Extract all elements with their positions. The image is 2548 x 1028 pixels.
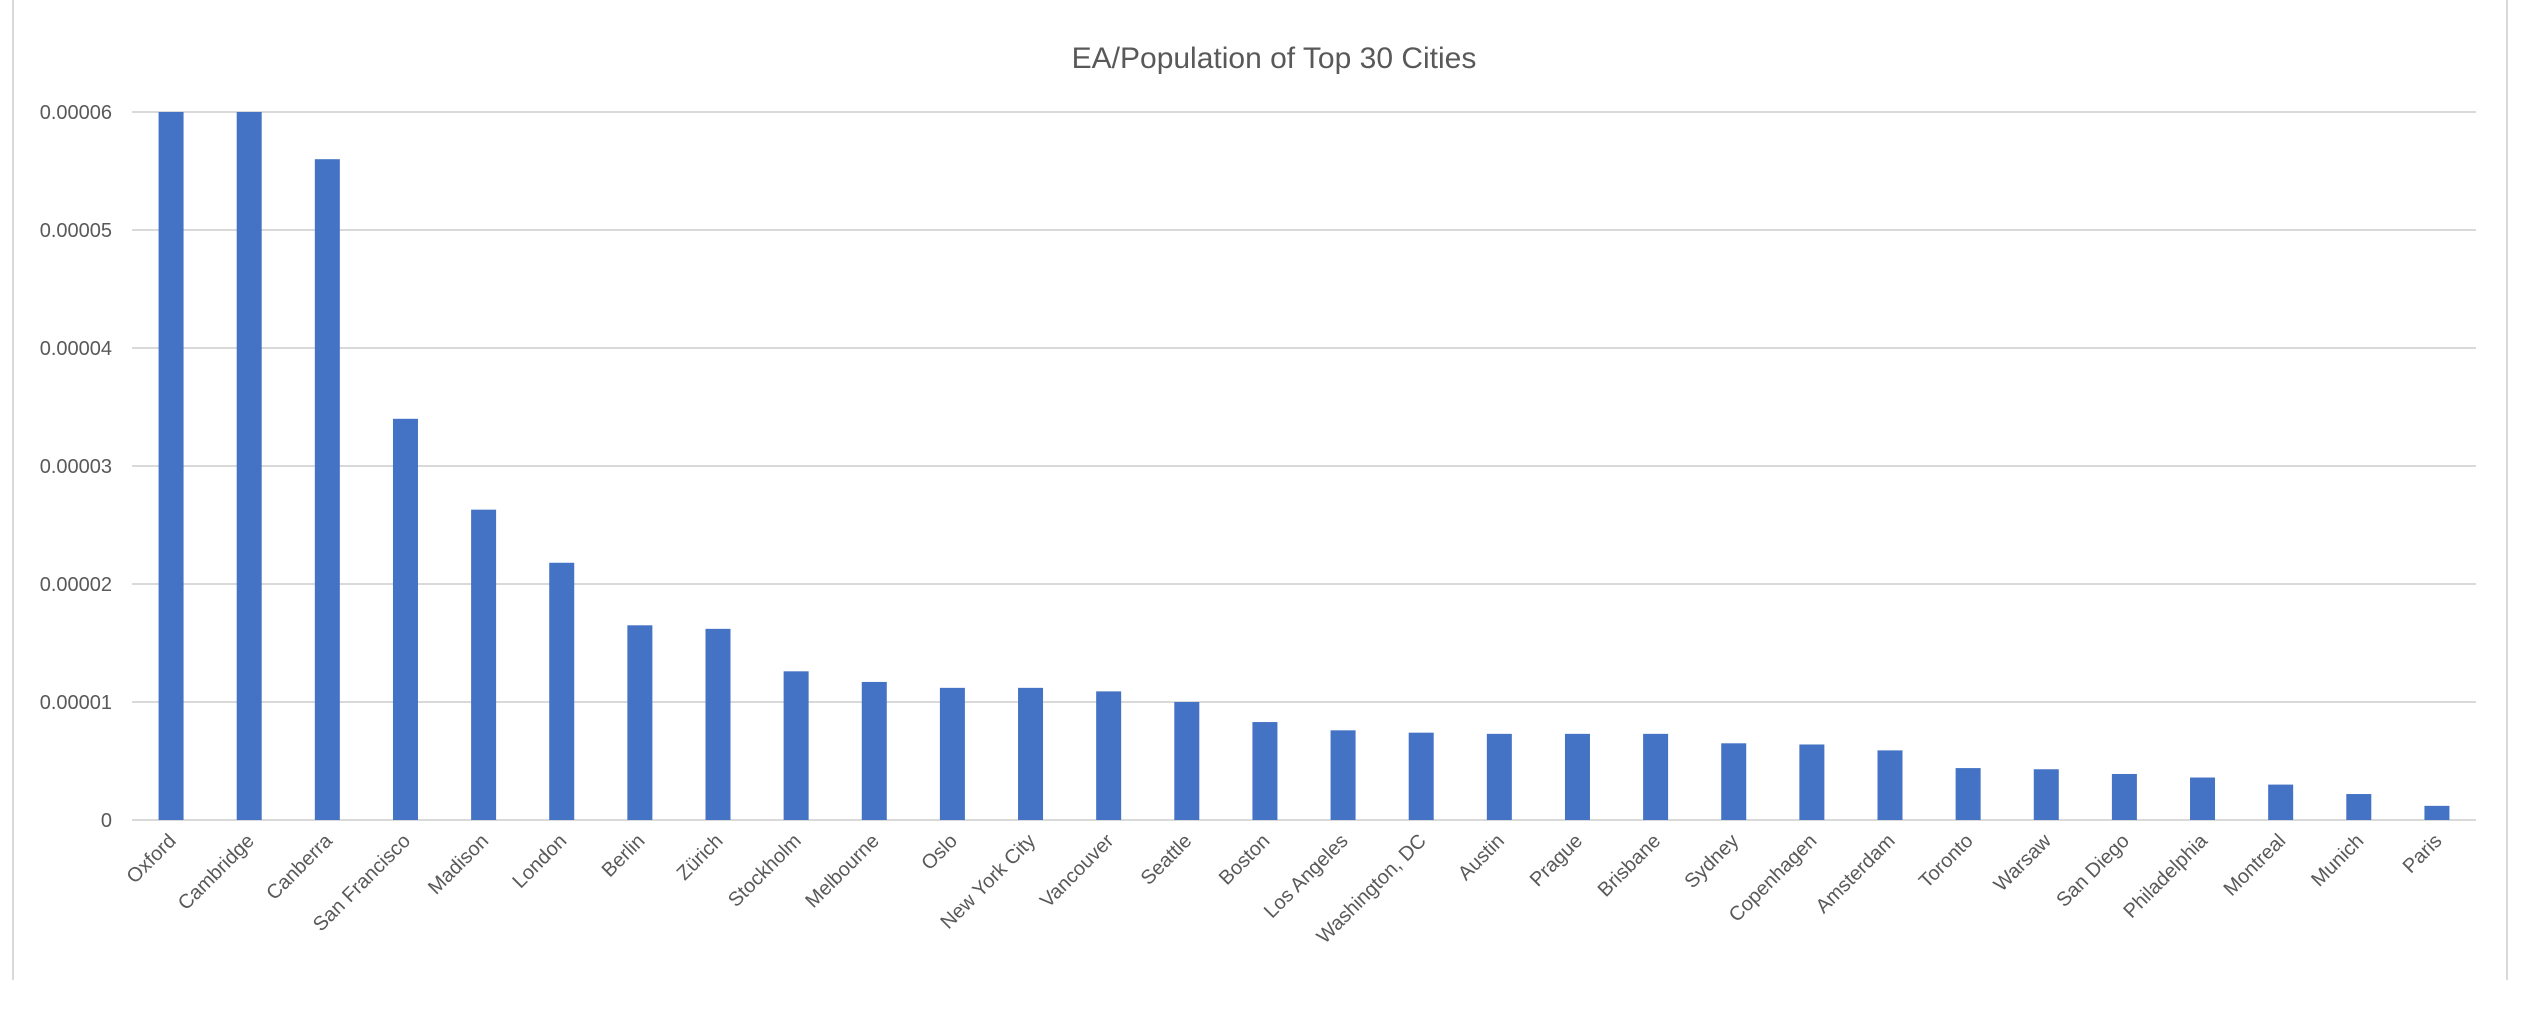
y-tick-label: 0.00001 — [40, 692, 112, 714]
x-tick-label: Toronto — [1915, 830, 1978, 893]
x-tick-label: Paris — [2399, 830, 2447, 878]
bar-cambridge — [236, 112, 262, 820]
bar-san-francisco — [392, 418, 418, 820]
x-tick-label: Berlin — [598, 830, 650, 882]
x-tick-label: Stockholm — [724, 830, 806, 912]
bar-warsaw — [2033, 769, 2059, 820]
bar-new-york-city — [1018, 687, 1044, 820]
y-axis-ticks: 0 0.00001 0.00002 0.00003 0.00004 0.00005 0.00… — [40, 102, 112, 832]
bar-vancouver — [1096, 691, 1122, 820]
x-tick-label: Boston — [1215, 830, 1275, 890]
x-tick-label: Brisbane — [1594, 830, 1665, 901]
x-tick-label: London — [509, 830, 572, 893]
x-tick-label: Oxford — [123, 830, 181, 888]
x-tick-label: Cambridge — [174, 830, 259, 915]
bar-san-diego — [2111, 773, 2137, 820]
x-tick-label: Zürich — [673, 830, 728, 885]
x-tick-label: Sydney — [1681, 830, 1744, 893]
y-tick-label: 0.00002 — [40, 574, 112, 596]
bar-oxford — [158, 112, 184, 820]
chart-title: EA/Population of Top 30 Cities — [1072, 42, 1477, 75]
bar-paris — [2424, 805, 2450, 820]
x-tick-label: Munich — [2307, 830, 2368, 891]
bar-philadelphia — [2190, 777, 2216, 820]
x-tick-label: Warsaw — [1990, 830, 2056, 896]
x-tick-label: Madison — [424, 830, 493, 899]
bar-stockholm — [783, 671, 809, 820]
y-tick-label: 0.00003 — [40, 456, 112, 478]
x-tick-label: Canberra — [262, 829, 337, 904]
y-tick-label: 0.00005 — [40, 220, 112, 242]
x-tick-label: Austin — [1454, 830, 1509, 885]
y-tick-label: 0.00004 — [40, 338, 112, 360]
x-tick-label: Vancouver — [1036, 830, 1118, 912]
gridlines — [132, 111, 2476, 821]
bar-boston — [1252, 722, 1278, 820]
bar-berlin — [627, 625, 653, 820]
bar-washington-dc — [1408, 732, 1434, 820]
x-tick-label: Oslo — [917, 830, 962, 875]
bar-prague — [1564, 733, 1590, 820]
bar-z-rich — [705, 628, 731, 820]
bar-los-angeles — [1330, 730, 1356, 820]
x-tick-label: Melbourne — [801, 830, 883, 912]
bar-oslo — [939, 687, 965, 820]
bar-toronto — [1955, 768, 1981, 820]
bar-copenhagen — [1799, 744, 1825, 820]
x-tick-label: Montreal — [2220, 830, 2291, 901]
bar-seattle — [1174, 702, 1200, 820]
chart-area-border — [12, 0, 2508, 980]
bar-melbourne — [861, 681, 887, 820]
bar-montreal — [2268, 784, 2294, 820]
y-tick-label: 0.00006 — [40, 102, 112, 124]
bar-amsterdam — [1877, 750, 1903, 820]
x-tick-label: Seattle — [1137, 830, 1197, 890]
y-tick-label: 0 — [101, 810, 112, 832]
bar-madison — [471, 509, 497, 820]
bar-austin — [1486, 733, 1512, 820]
bar-london — [549, 562, 575, 820]
x-tick-label: Philadelphia — [2119, 829, 2212, 922]
x-tick-label: Prague — [1526, 830, 1587, 891]
bar-munich — [2346, 794, 2372, 820]
bar-brisbane — [1643, 733, 1669, 820]
bar-canberra — [314, 159, 340, 820]
x-tick-label: Amsterdam — [1812, 830, 1900, 918]
bars — [158, 112, 2450, 820]
x-tick-label: San Diego — [2052, 830, 2134, 912]
bar-sydney — [1721, 743, 1747, 820]
